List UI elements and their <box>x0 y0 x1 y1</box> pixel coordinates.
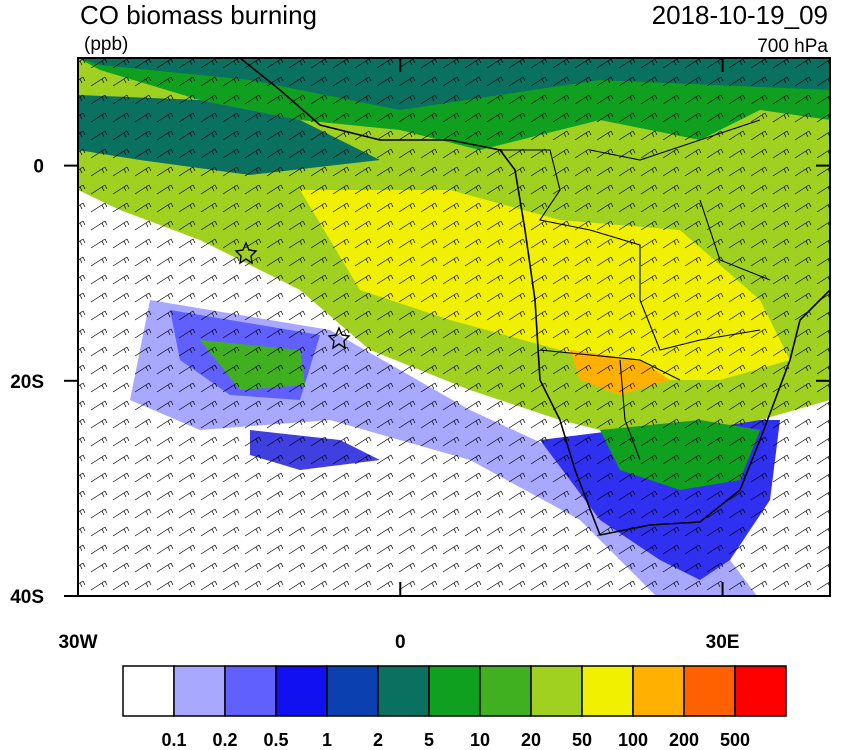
y-tick-label: 40S <box>10 587 44 608</box>
y-tick-label: 20S <box>10 372 44 393</box>
colorbar-box <box>581 665 634 717</box>
coastline <box>239 58 830 536</box>
colorbar-box <box>326 665 379 717</box>
colorbar-label: 0.5 <box>263 730 288 750</box>
x-tick-label: 30W <box>58 632 97 653</box>
colorbar-label: 200 <box>669 730 699 750</box>
wind-barbs <box>78 58 830 596</box>
colorbar-box <box>377 665 430 717</box>
plot-frame <box>77 57 831 597</box>
colorbar-label: 5 <box>424 730 434 750</box>
colorbar-box <box>479 665 532 717</box>
units: (ppb) <box>84 34 128 55</box>
colorbar-label: 10 <box>470 730 490 750</box>
colorbar-label: 2 <box>373 730 383 750</box>
timestamp: 2018-10-19_09 <box>652 0 828 30</box>
field <box>78 58 830 596</box>
colorbar-box <box>275 665 328 717</box>
station-star <box>234 241 258 265</box>
colorbar-label: 20 <box>521 730 541 750</box>
x-tick-label: 30E <box>706 632 740 653</box>
pressure-level: 700 hPa <box>757 36 828 57</box>
colorbar-box <box>224 665 277 717</box>
colorbar-box <box>632 665 685 717</box>
borders <box>500 119 771 461</box>
colorbar-box <box>122 665 175 717</box>
colorbar-box <box>428 665 481 717</box>
axes: 30W 0 30E 0 20S 40S <box>10 58 830 653</box>
colorbar-box <box>734 665 787 717</box>
colorbar-box <box>530 665 583 717</box>
colorbar-label: 0.2 <box>212 730 237 750</box>
title: CO biomass burning <box>80 0 317 30</box>
colorbar-label: 0.1 <box>161 730 186 750</box>
colorbar-label: 100 <box>618 730 648 750</box>
colorbar-box <box>683 665 736 717</box>
colorbar-label: 1 <box>322 730 332 750</box>
station-star <box>327 326 351 350</box>
colorbar-label: 50 <box>572 730 592 750</box>
x-tick-label: 0 <box>395 632 406 653</box>
colorbar: 0.1 0.2 0.5 1 2 5 10 20 50 100 200 500 <box>122 665 787 750</box>
colorbar-box <box>173 665 226 717</box>
colorbar-label: 500 <box>720 730 750 750</box>
y-tick-label: 0 <box>33 157 44 178</box>
